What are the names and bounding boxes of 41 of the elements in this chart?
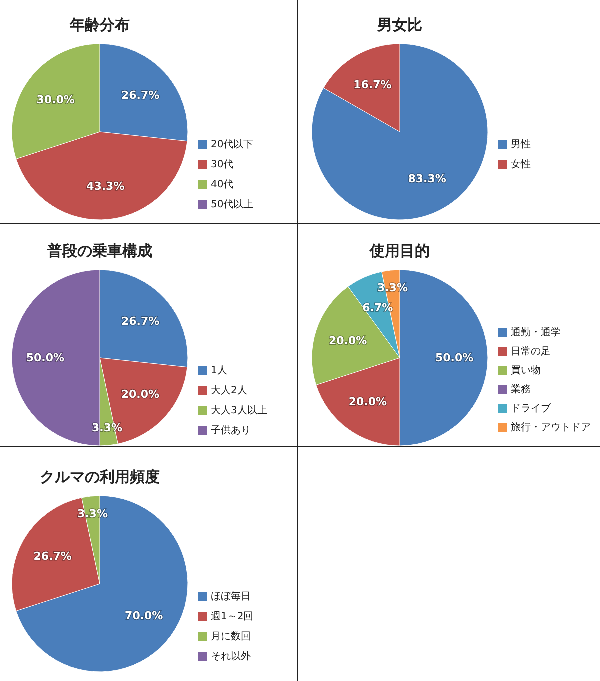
legend-label: 月に数回 xyxy=(211,632,251,642)
data-label: 20.0% xyxy=(329,334,368,348)
legend-label: 40代 xyxy=(211,180,234,190)
legend-label: 通勤・通学 xyxy=(511,326,561,338)
data-label: 30.0% xyxy=(36,93,75,106)
chart-title: 男女比 xyxy=(376,16,422,34)
legend-label: 週1～2回 xyxy=(211,612,254,622)
legend-label: 大人2人 xyxy=(211,384,248,396)
legend-label: 旅行・アウトドア xyxy=(511,422,591,434)
legend-label: ドライブ xyxy=(511,402,552,414)
data-label: 26.7% xyxy=(122,315,160,328)
data-label: 3.3% xyxy=(77,507,108,520)
data-label: 43.3% xyxy=(86,180,125,193)
legend-label: 買い物 xyxy=(511,366,541,376)
legend-label: ほぼ毎日 xyxy=(211,590,251,602)
legend-label: 女性 xyxy=(511,158,531,170)
data-label: 3.3% xyxy=(377,281,408,294)
data-label: 70.0% xyxy=(125,610,164,623)
data-label: 50.0% xyxy=(435,352,474,364)
chart-title: 年齢分布 xyxy=(69,16,130,34)
legend-label: 大人3人以上 xyxy=(211,404,268,416)
chart-title: 使用目的 xyxy=(369,242,430,260)
data-label: 83.3% xyxy=(408,172,446,186)
pie-slice xyxy=(312,44,488,220)
data-label: 26.7% xyxy=(34,550,72,564)
legend-label: 業務 xyxy=(511,384,531,396)
data-label: 16.7% xyxy=(354,78,392,92)
data-label: 26.7% xyxy=(122,89,160,102)
data-label: 50.0% xyxy=(26,352,65,364)
data-label: 20.0% xyxy=(121,388,160,402)
data-label: 20.0% xyxy=(348,396,388,409)
legend-label: 50代以上 xyxy=(211,198,254,210)
legend-label: 男性 xyxy=(511,138,531,150)
chart-title: クルマの利用頻度 xyxy=(40,468,160,486)
legend-label: それ以外 xyxy=(211,650,251,662)
legend-label: 日常の足 xyxy=(511,346,551,358)
legend-label: 30代 xyxy=(211,160,234,170)
chart-title: 普段の乗車構成 xyxy=(46,242,152,260)
legend-label: 子供あり xyxy=(211,426,251,436)
legend-label: 20代以下 xyxy=(211,138,254,150)
legend-label: 1人 xyxy=(211,366,228,376)
